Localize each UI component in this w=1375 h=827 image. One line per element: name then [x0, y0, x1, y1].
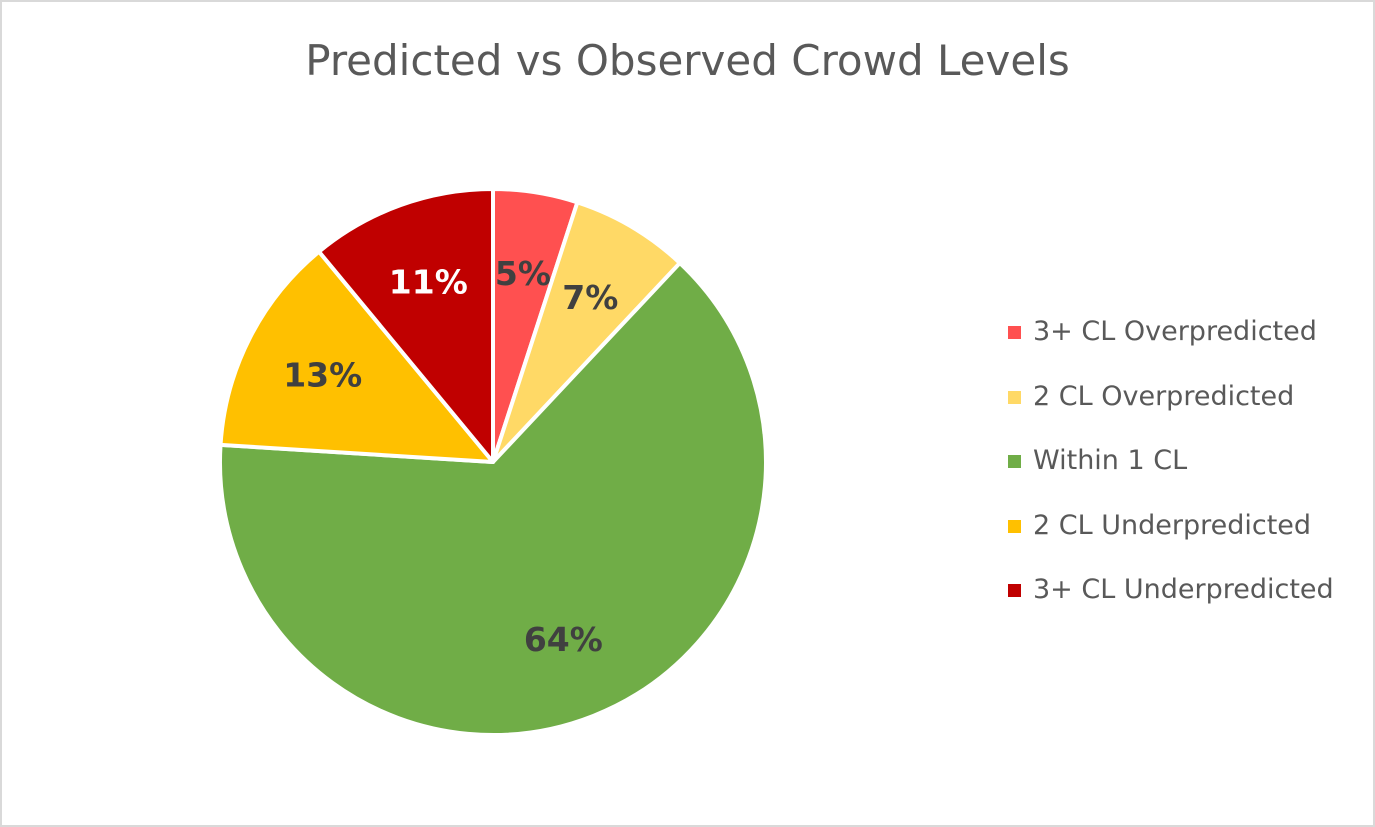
legend-item-within-1-cl: Within 1 CL: [1008, 441, 1334, 506]
legend-label: 3+ CL Underpredicted: [1033, 574, 1334, 605]
legend-label: 2 CL Underpredicted: [1033, 509, 1312, 541]
legend-swatch: [1008, 584, 1021, 597]
pie-slice-2-cl-overpredicted: [491, 200, 682, 464]
pie-slices: [218, 187, 768, 737]
data-label-2-cl-underpredicted: 13%: [283, 356, 362, 395]
pie-slice-within-1-cl: [218, 260, 768, 737]
legend-item-2-cl-overpredicted: 2 CL Overpredicted: [1008, 377, 1334, 442]
legend-item-3plus-cl-overpredicted: 3+ CL Overpredicted: [1008, 312, 1334, 377]
legend-swatch: [1008, 326, 1021, 339]
legend-label: Within 1 CL: [1033, 445, 1188, 476]
legend-swatch: [1008, 390, 1021, 404]
pie-slice-3plus-cl-underpredicted: [316, 187, 495, 464]
data-label-3plus-cl-overpredicted: 5%: [495, 254, 551, 293]
chart-title: Predicted vs Observed Crowd Levels: [305, 36, 1070, 85]
legend: 3+ CL Overpredicted 2 CL Overpredicted Wit…: [1008, 312, 1334, 635]
legend-label: 3+ CL Overpredicted: [1033, 316, 1317, 347]
pie-slice-2-cl-underpredicted: [218, 249, 495, 464]
legend-item-3plus-cl-underpredicted: 3+ CL Underpredicted: [1008, 570, 1334, 635]
legend-item-2-cl-underpredicted: 2 CL Underpredicted: [1008, 506, 1334, 571]
legend-swatch: [1008, 519, 1021, 533]
data-label-2-cl-overpredicted: 7%: [562, 278, 618, 317]
data-label-3plus-cl-underpredicted: 11%: [389, 263, 468, 302]
legend-label: 2 CL Overpredicted: [1033, 380, 1295, 412]
pie-data-labels: 5% 7% 64% 13% 11%: [283, 254, 618, 659]
data-label-within-1-cl: 64%: [524, 620, 603, 659]
legend-swatch: [1008, 455, 1021, 468]
